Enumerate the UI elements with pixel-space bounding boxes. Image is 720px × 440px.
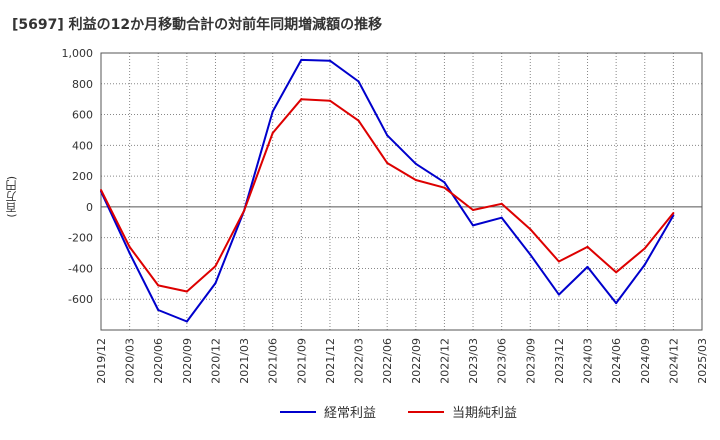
x-tick-label: 2023/03 xyxy=(467,338,480,384)
x-tick-label: 2023/12 xyxy=(553,338,566,384)
data-point-series-0 xyxy=(615,302,618,305)
x-tick-label: 2019/12 xyxy=(95,338,108,384)
legend-label-net-profit: 当期純利益 xyxy=(452,406,518,421)
x-tick-label: 2021/09 xyxy=(295,338,308,384)
data-point-series-1 xyxy=(557,260,560,263)
x-tick-label: 2020/09 xyxy=(181,338,194,384)
data-point-series-0 xyxy=(328,59,331,62)
y-tick-label: 1,000 xyxy=(62,47,94,60)
data-point-series-0 xyxy=(643,263,646,266)
data-point-series-1 xyxy=(328,99,331,102)
data-point-series-0 xyxy=(271,110,274,113)
x-tick-label: 2022/12 xyxy=(438,338,451,384)
legend-swatch-ordinary-profit xyxy=(280,410,316,413)
data-point-series-1 xyxy=(386,162,389,165)
data-point-series-1 xyxy=(128,245,131,248)
data-point-series-0 xyxy=(529,253,532,256)
line-chart: -600 -400 -200 0 200 400 600 800 1,000 2019/12 202… xyxy=(62,47,710,384)
x-tick-label: 2024/12 xyxy=(667,338,680,384)
data-point-series-1 xyxy=(300,98,303,101)
data-point-series-1 xyxy=(414,178,417,181)
data-point-series-1 xyxy=(586,245,589,248)
data-point-series-0 xyxy=(443,181,446,184)
x-tick-label: 2022/09 xyxy=(410,338,423,384)
data-point-series-1 xyxy=(472,208,475,211)
x-tick-label: 2020/12 xyxy=(209,338,222,384)
x-tick-label: 2024/06 xyxy=(610,338,623,384)
x-tick-label: 2021/03 xyxy=(238,338,251,384)
y-tick-label: 200 xyxy=(72,170,93,183)
data-point-series-1 xyxy=(214,265,217,268)
x-tick-label: 2023/06 xyxy=(496,338,509,384)
data-point-series-0 xyxy=(414,162,417,165)
data-point-series-0 xyxy=(300,58,303,61)
data-point-series-0 xyxy=(500,216,503,219)
data-point-series-1 xyxy=(672,212,675,215)
data-point-series-1 xyxy=(357,119,360,122)
data-point-series-1 xyxy=(157,284,160,287)
x-tick-label: 2025/03 xyxy=(696,338,709,384)
data-point-series-0 xyxy=(386,134,389,137)
data-point-series-0 xyxy=(472,224,475,227)
y-tick-label: 0 xyxy=(86,201,93,214)
x-tick-label: 2021/06 xyxy=(267,338,280,384)
y-tick-label: -600 xyxy=(68,293,93,306)
data-point-series-1 xyxy=(443,186,446,189)
data-point-series-1 xyxy=(100,188,102,191)
legend-label-ordinary-profit: 経常利益 xyxy=(324,406,377,421)
x-tick-label: 2020/06 xyxy=(152,338,165,384)
data-point-series-1 xyxy=(243,209,246,212)
data-point-series-0 xyxy=(557,293,560,296)
data-point-series-1 xyxy=(643,247,646,250)
x-tick-label: 2023/09 xyxy=(524,338,537,384)
data-point-series-1 xyxy=(500,202,503,205)
x-tick-label: 2022/06 xyxy=(381,338,394,384)
chart-title: [5697] 利益の12か月移動合計の対前年同期増減額の推移 xyxy=(12,17,383,33)
data-point-series-0 xyxy=(357,80,360,83)
data-point-series-1 xyxy=(615,271,618,274)
data-point-series-0 xyxy=(214,282,217,285)
y-tick-label: -400 xyxy=(68,262,93,275)
y-tick-label: 600 xyxy=(72,109,93,122)
data-point-series-1 xyxy=(529,228,532,231)
legend-swatch-net-profit xyxy=(408,410,444,413)
data-point-series-0 xyxy=(128,252,131,255)
data-point-series-0 xyxy=(586,265,589,268)
x-tick-label: 2021/12 xyxy=(324,338,337,384)
y-tick-label: -200 xyxy=(68,232,93,245)
y-tick-label: 800 xyxy=(72,78,93,91)
legend-item-ordinary-profit: 経常利益 xyxy=(280,402,376,421)
x-tick-label: 2020/03 xyxy=(124,338,137,384)
data-point-series-1 xyxy=(185,290,188,293)
y-tick-label: 400 xyxy=(72,139,93,152)
x-tick-label: 2024/03 xyxy=(582,338,595,384)
legend-item-net-profit: 当期純利益 xyxy=(408,402,517,421)
x-tick-label: 2022/03 xyxy=(353,338,366,384)
legend: 経常利益 当期純利益 xyxy=(0,402,720,426)
x-tick-label: 2024/09 xyxy=(639,338,652,384)
data-point-series-0 xyxy=(185,320,188,323)
data-point-series-0 xyxy=(157,308,160,311)
data-point-series-1 xyxy=(271,132,274,135)
